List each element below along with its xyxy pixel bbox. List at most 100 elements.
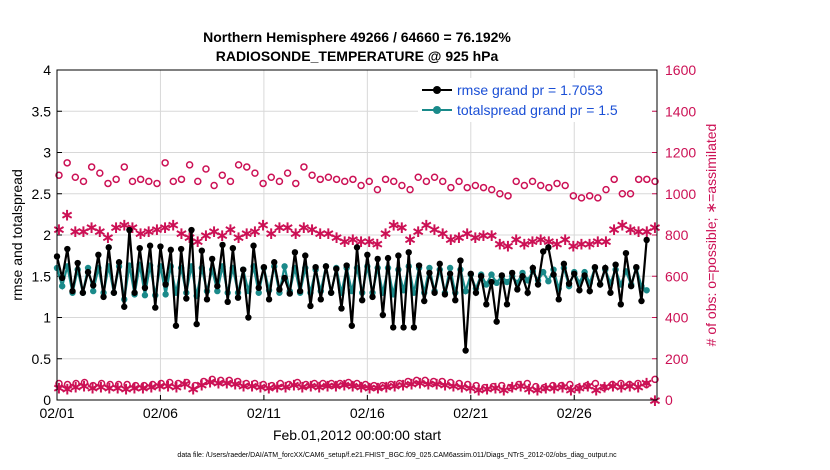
rmse-point xyxy=(188,226,195,234)
rmse-point xyxy=(627,282,635,290)
rmse-point xyxy=(208,255,216,263)
y-left-tick-label: 3.5 xyxy=(32,103,52,119)
obs-possible-point xyxy=(600,383,608,392)
rmse-point xyxy=(529,264,537,272)
obs-possible-point xyxy=(145,177,153,186)
obs-assimilated-point: ∗ xyxy=(109,218,123,238)
rmse-point xyxy=(229,245,237,252)
y-left-tick-label: 0.5 xyxy=(32,351,52,367)
obs-assimilated-point: ∗ xyxy=(270,378,284,398)
obs-assimilated-point: ∗ xyxy=(329,228,343,248)
obs-possible-point xyxy=(96,169,104,177)
obs-assimilated-point: ∗ xyxy=(287,376,301,396)
obs-possible-point xyxy=(577,194,586,202)
obs-possible-point xyxy=(191,381,199,390)
y-right-tick-label: 1200 xyxy=(665,145,696,161)
rmse-point xyxy=(152,304,159,311)
rmse-point xyxy=(638,297,645,305)
obs-assimilated-point: ∗ xyxy=(522,380,536,400)
obs-possible-point xyxy=(157,379,165,388)
obs-assimilated-point: ∗ xyxy=(539,379,553,399)
legend-rmse-marker xyxy=(433,86,441,94)
rmse-point xyxy=(405,249,412,256)
rmse-point xyxy=(477,273,485,280)
rmse-point xyxy=(540,248,547,255)
totalspread-point xyxy=(643,287,650,294)
obs-assimilated-point: ∗ xyxy=(606,377,620,397)
obs-possible-point xyxy=(327,379,336,388)
obs-possible-point xyxy=(251,169,259,177)
obs-assimilated-point: ∗ xyxy=(463,379,477,399)
obs-possible-point xyxy=(267,173,276,181)
obs-possible-point xyxy=(651,177,659,186)
y-left-axis: 0 0.5 1 1.5 2 2.5 3 3.5 4 xyxy=(32,62,62,408)
obs-assimilated-point: ∗ xyxy=(362,232,376,252)
obs-assimilated-point: ∗ xyxy=(272,218,286,238)
rmse-point xyxy=(555,296,562,303)
obs-assimilated-point: ∗ xyxy=(623,220,637,240)
rmse-point xyxy=(633,263,640,271)
rmse-point xyxy=(353,244,361,251)
obs-assimilated-point: ∗ xyxy=(639,373,653,393)
obs-assimilated-point: ∗ xyxy=(207,222,221,242)
obs-possible-point xyxy=(504,192,512,200)
obs-possible-point xyxy=(316,175,325,184)
obs-possible-point xyxy=(242,379,251,388)
obs-assimilated-point: ∗ xyxy=(396,376,410,396)
obs-possible-point xyxy=(177,175,186,184)
rmse-point xyxy=(322,263,330,270)
obs-possible-point xyxy=(480,383,489,392)
rmse-point xyxy=(162,281,169,288)
totalspread-point xyxy=(426,264,433,272)
obs-assimilated-point: ∗ xyxy=(119,380,133,400)
obs-assimilated-point: ∗ xyxy=(337,376,351,396)
obs-assimilated-point: ∗ xyxy=(76,222,90,242)
totalspread-point xyxy=(462,287,469,295)
rmse-point xyxy=(255,284,262,291)
obs-possible-point xyxy=(430,173,439,181)
obs-assimilated-point: ∗ xyxy=(85,218,99,238)
obs-assimilated-point: ∗ xyxy=(295,378,309,398)
obs-assimilated-point: ∗ xyxy=(199,226,213,246)
rmse-point xyxy=(131,289,138,296)
rmse-point xyxy=(90,282,97,289)
obs-assimilated-point: ∗ xyxy=(354,378,368,398)
rmse-point xyxy=(390,324,397,331)
rmse-point xyxy=(643,236,650,244)
obs-possible-point xyxy=(421,376,429,385)
rmse-point xyxy=(519,273,526,280)
obs-assimilated-point: ∗ xyxy=(231,228,245,248)
rmse-point xyxy=(602,264,609,272)
obs-possible-point xyxy=(251,379,259,388)
obs-assimilated-point: ∗ xyxy=(564,381,578,401)
rmse-point xyxy=(483,301,490,308)
obs-assimilated-point: ∗ xyxy=(178,375,192,395)
totalspread-point xyxy=(141,292,149,299)
obs-possible-point xyxy=(532,382,540,391)
obs-assimilated-point: ∗ xyxy=(93,222,107,242)
obs-assimilated-point: ∗ xyxy=(378,224,392,244)
obs-possible-point xyxy=(276,379,285,388)
obs-possible-point xyxy=(80,378,89,387)
rmse-point xyxy=(203,296,211,303)
obs-possible-point xyxy=(349,175,357,184)
x-tick-label: 02/11 xyxy=(247,405,281,421)
x-tick-label: 02/16 xyxy=(350,405,385,421)
obs-assimilated-point: ∗ xyxy=(256,216,270,236)
obs-assimilated-point: ∗ xyxy=(161,377,175,397)
obs-possible-point xyxy=(120,163,129,171)
obs-possible-point xyxy=(608,380,617,389)
obs-possible-point xyxy=(140,381,148,390)
obs-possible-point xyxy=(625,380,634,389)
y-right-tick-label: 0 xyxy=(665,392,673,408)
y-right-tick-label: 400 xyxy=(665,310,689,326)
obs-possible-point xyxy=(373,185,382,194)
rmse-series xyxy=(53,226,650,354)
obs-possible-point xyxy=(128,177,137,186)
obs-possible-point xyxy=(194,177,202,186)
obs-possible-point xyxy=(634,379,642,388)
obs-assimilated-point: ∗ xyxy=(346,377,360,397)
obs-possible-point xyxy=(310,379,319,388)
obs-assimilated-point: ∗ xyxy=(430,375,444,395)
obs-assimilated-point: ∗ xyxy=(69,378,83,398)
